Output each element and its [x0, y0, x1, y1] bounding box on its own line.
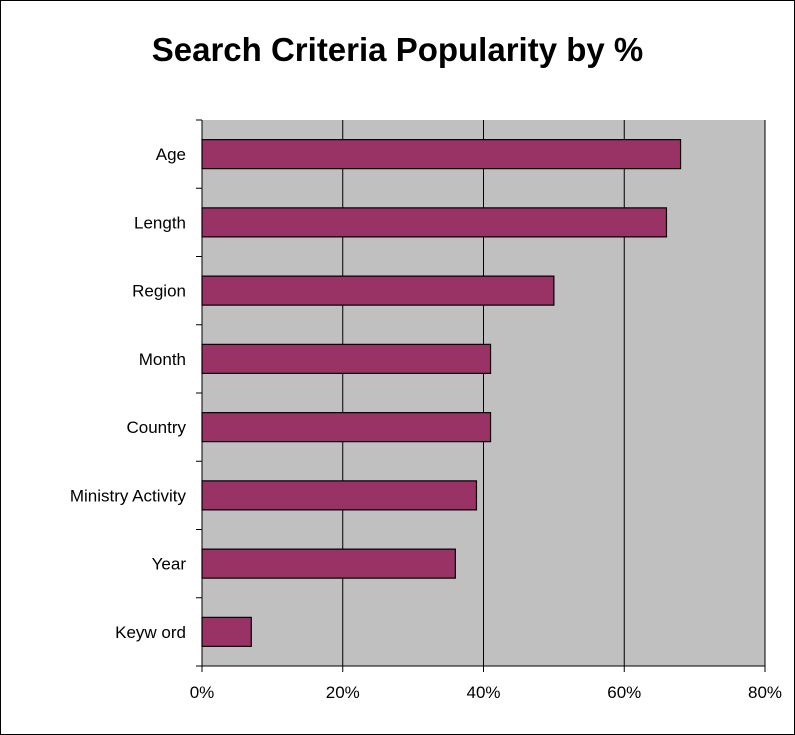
bar	[201, 480, 478, 511]
x-tick-label: 20%	[326, 683, 360, 702]
x-tick-label: 0%	[190, 683, 215, 702]
category-label: Age	[156, 145, 186, 164]
chart-title: Search Criteria Popularity by %	[151, 31, 644, 68]
category-label: Ministry Activity	[70, 486, 187, 505]
x-tick-label: 80%	[748, 683, 782, 702]
bar	[201, 139, 682, 170]
bar	[201, 548, 456, 579]
category-label: Keyw ord	[115, 623, 186, 642]
bar	[201, 412, 492, 443]
bar	[201, 207, 668, 238]
category-label: Year	[152, 555, 187, 574]
bar	[201, 343, 492, 374]
bar	[201, 275, 555, 306]
category-label: Month	[139, 350, 186, 369]
bar	[201, 616, 252, 647]
category-label: Country	[126, 418, 186, 437]
x-tick-label: 60%	[607, 683, 641, 702]
category-label: Length	[134, 213, 186, 232]
x-tick-label: 40%	[466, 683, 500, 702]
category-label: Region	[132, 282, 186, 301]
